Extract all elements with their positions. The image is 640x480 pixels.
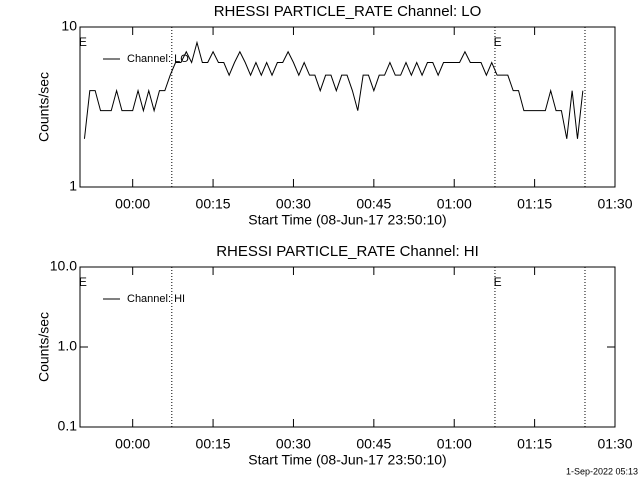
x-tick-label: 00:00 [115, 436, 150, 452]
plot-frame [79, 26, 616, 188]
y-tick-label: 10 [61, 18, 77, 34]
y-tick-label: 10.0 [50, 258, 77, 274]
data-line [83, 40, 584, 139]
x-axis-label: Start Time (08-Jun-17 23:50:10) [248, 212, 446, 228]
x-tick-label: 01:00 [437, 196, 472, 212]
y-axis-label: Counts/sec [36, 72, 52, 142]
legend-label: Channel: LO [127, 53, 189, 65]
chart-title: RHESSI PARTICLE_RATE Channel: HI [216, 243, 479, 260]
x-tick-label: 00:45 [356, 196, 391, 212]
legend-label: Channel: HI [127, 293, 185, 305]
x-tick-label: 00:00 [115, 196, 150, 212]
y-tick-label: 1 [69, 178, 77, 194]
x-tick-label: 00:15 [196, 196, 231, 212]
y-tick-label: 1.0 [58, 338, 78, 354]
x-axis-label: Start Time (08-Jun-17 23:50:10) [248, 452, 446, 468]
y-tick-label: 0.1 [58, 418, 78, 434]
x-tick-label: 01:30 [597, 196, 632, 212]
x-tick-label: 00:45 [356, 436, 391, 452]
x-tick-label: 01:15 [517, 436, 552, 452]
y-axis-label: Counts/sec [36, 312, 52, 382]
x-tick-label: 01:15 [517, 196, 552, 212]
x-tick-label: 00:30 [276, 436, 311, 452]
x-tick-label: 01:00 [437, 436, 472, 452]
chart-title: RHESSI PARTICLE_RATE Channel: LO [214, 3, 482, 20]
x-tick-label: 01:30 [597, 436, 632, 452]
x-tick-label: 00:15 [196, 436, 231, 452]
annotation: E [494, 275, 502, 289]
annotation: E [494, 35, 502, 49]
footer: 1-Sep-2022 05:13 [566, 466, 638, 476]
annotation: E [79, 35, 87, 49]
annotation: E [79, 275, 87, 289]
x-tick-label: 00:30 [276, 196, 311, 212]
